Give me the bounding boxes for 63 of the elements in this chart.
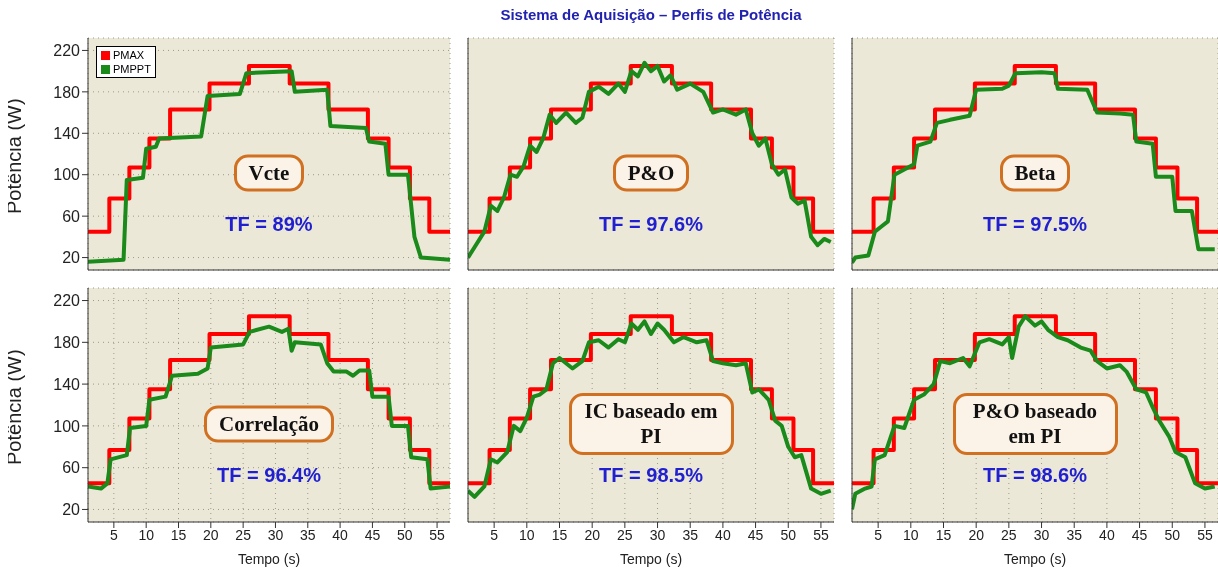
chart-title: Sistema de Aquisição – Perfis de Potência <box>499 6 803 23</box>
x-tick-label: 45 <box>364 526 381 543</box>
x-tick-label: 50 <box>396 526 413 543</box>
x-tick-label: 40 <box>715 526 731 543</box>
annotation: Correlação <box>204 405 334 443</box>
x-tick-label: 45 <box>1131 526 1148 543</box>
y-tick-label: 220 <box>53 292 81 310</box>
x-tick-label: 55 <box>813 526 829 543</box>
x-tick-label: 30 <box>649 526 666 543</box>
x-tick-label: 55 <box>429 526 446 543</box>
annotation: TF = 98.6% <box>983 463 1087 486</box>
annotation: Vcte <box>233 154 305 192</box>
x-tick-label: 30 <box>267 526 284 543</box>
x-axis-title: Tempo (s) <box>619 551 683 567</box>
x-tick-label: 10 <box>519 526 535 543</box>
x-tick-label: 5 <box>490 526 499 543</box>
x-tick-label: 20 <box>584 526 601 543</box>
x-tick-label: 55 <box>1197 526 1213 543</box>
x-tick-label: 25 <box>1001 526 1017 543</box>
x-tick-label: 15 <box>935 526 952 543</box>
x-tick-label: 20 <box>203 526 219 543</box>
y-tick-label: 60 <box>62 459 81 477</box>
x-tick-label: 40 <box>332 526 349 543</box>
annotation: P&O baseado em PI <box>952 392 1118 455</box>
x-tick-label: 40 <box>1099 526 1115 543</box>
x-tick-label: 15 <box>170 526 187 543</box>
x-tick-label: 10 <box>903 526 919 543</box>
y-tick-label: 100 <box>53 417 81 435</box>
y-tick-label: 180 <box>53 334 81 351</box>
y-tick-label: 140 <box>53 375 81 393</box>
y-tick-label: 140 <box>53 124 81 142</box>
x-axis-title: Tempo (s) <box>1003 551 1067 567</box>
y-tick-label: 180 <box>53 83 81 101</box>
x-tick-label: 5 <box>109 526 118 543</box>
annotation: Beta <box>999 154 1071 192</box>
legend-label: PMPPT <box>113 62 151 76</box>
annotation: TF = 96.4% <box>217 463 321 486</box>
annotation: TF = 89% <box>225 212 313 235</box>
x-tick-label: 5 <box>874 526 883 543</box>
annotation: TF = 98.5% <box>599 463 703 486</box>
y-tick-label: 20 <box>62 501 81 519</box>
x-tick-label: 20 <box>968 526 985 543</box>
x-tick-label: 15 <box>551 526 568 543</box>
y-tick-label: 100 <box>53 166 81 184</box>
x-tick-label: 25 <box>617 526 633 543</box>
x-tick-label: 35 <box>682 526 699 543</box>
x-axis-title: Tempo (s) <box>237 551 301 567</box>
annotation: TF = 97.5% <box>983 212 1087 235</box>
annotation: IC baseado em PI <box>568 392 734 455</box>
x-tick-label: 45 <box>747 526 764 543</box>
annotation: TF = 97.6% <box>599 212 703 235</box>
y-tick-label: 60 <box>62 207 81 225</box>
x-tick-label: 35 <box>1066 526 1083 543</box>
x-tick-label: 30 <box>1033 526 1050 543</box>
x-tick-label: 10 <box>138 526 155 543</box>
legend-label: PMAX <box>113 48 145 62</box>
y-tick-label: 220 <box>53 42 81 60</box>
x-tick-label: 35 <box>300 526 316 543</box>
x-tick-label: 50 <box>1164 526 1181 543</box>
annotation: P&O <box>612 154 690 192</box>
x-tick-label: 25 <box>235 526 252 543</box>
x-tick-label: 50 <box>780 526 797 543</box>
y-tick-label: 20 <box>62 249 81 267</box>
